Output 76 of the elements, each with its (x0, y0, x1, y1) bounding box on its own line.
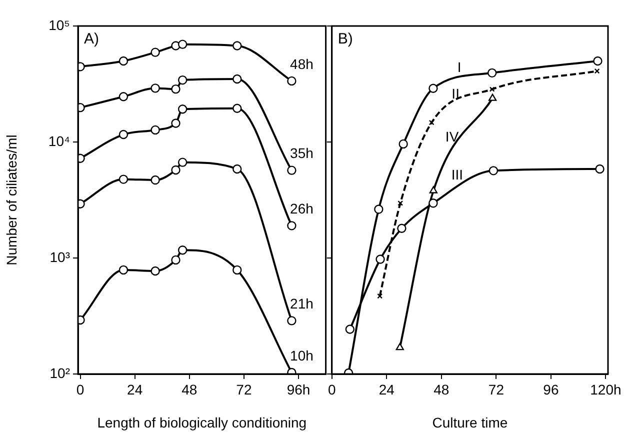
x-axis-title: Culture time (432, 414, 508, 430)
point (594, 68, 600, 74)
point (487, 68, 497, 78)
point (396, 342, 404, 350)
point (178, 40, 188, 49)
series-label: 21h (290, 296, 314, 312)
x-tick-label: 72 (488, 381, 504, 398)
point (428, 84, 438, 93)
point (428, 198, 438, 208)
point (171, 165, 180, 175)
x-tick-label: 48 (182, 381, 198, 398)
point (232, 265, 242, 275)
point (118, 130, 128, 140)
x-axis-title: Length of biologically conditioning (97, 414, 307, 430)
point (171, 84, 180, 94)
series-label: I (457, 58, 462, 75)
point (178, 104, 188, 114)
x-tick-label: 48 (434, 381, 450, 398)
point (593, 56, 602, 66)
x-tick-label: 72 (236, 381, 252, 398)
point (488, 166, 498, 176)
point (232, 74, 242, 84)
series-label: IV (445, 128, 460, 144)
point (398, 139, 408, 149)
point (287, 166, 296, 175)
point (150, 84, 160, 93)
series-label: 48h (290, 56, 314, 72)
point (376, 254, 385, 264)
point (428, 120, 434, 126)
point (150, 48, 160, 57)
point (118, 174, 128, 184)
point (377, 293, 383, 299)
x-tick-label: 24 (378, 381, 395, 398)
x-tick-label: 0 (76, 381, 84, 398)
point (232, 41, 242, 50)
point (118, 56, 128, 66)
point (171, 255, 180, 265)
series-label: 10h (290, 347, 314, 364)
point (171, 118, 180, 128)
point (398, 200, 404, 206)
y-tick-label: 10² (50, 364, 70, 381)
point (595, 164, 604, 174)
point (345, 324, 355, 334)
point (150, 175, 160, 185)
point (397, 224, 406, 233)
point (287, 316, 296, 326)
point (118, 265, 128, 275)
x-tick-label: 96h (286, 381, 310, 398)
point (374, 204, 384, 214)
point (232, 104, 242, 113)
point (178, 245, 188, 255)
chart-title: B) (338, 30, 353, 48)
point (287, 221, 296, 230)
y-tick-label: 10⁴ (48, 132, 70, 149)
x-tick-label: 24 (127, 381, 143, 398)
x-tick-label: 120h (590, 381, 622, 398)
y-axis-title: Number of ciliates/ml (3, 134, 20, 266)
chart-title: A) (84, 30, 100, 48)
point (150, 266, 160, 276)
series-label: 26h (290, 200, 314, 217)
point (429, 186, 438, 194)
x-tick-label: 0 (328, 381, 336, 398)
point (287, 76, 296, 86)
series-label: II (452, 85, 460, 102)
series-label: 35h (290, 145, 314, 162)
series-label: III (451, 166, 463, 182)
y-tick-label: 10⁵ (48, 16, 70, 33)
point (118, 92, 128, 102)
x-tick-label: 96 (543, 381, 559, 398)
point (150, 125, 160, 135)
point (178, 75, 188, 85)
point (178, 158, 188, 167)
point (489, 86, 495, 92)
y-tick-label: 10³ (50, 248, 70, 265)
point (232, 164, 242, 174)
point (488, 94, 497, 101)
